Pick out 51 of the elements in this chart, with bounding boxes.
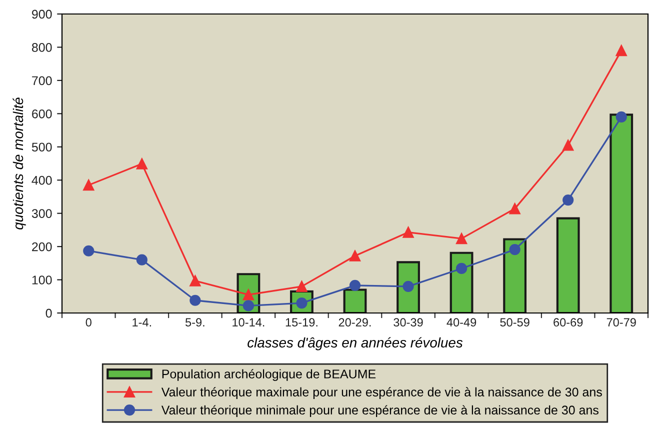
point	[562, 140, 574, 151]
x-tick-label: 10-14.	[232, 318, 264, 327]
x-tick-label: 20-29.	[338, 318, 371, 327]
point	[349, 250, 361, 262]
y-tick-label: 800	[32, 43, 52, 52]
legend-label: Valeur théorique maximale pour une espérance de vie à la naissance de 30 ans	[161, 387, 602, 399]
point	[136, 254, 148, 266]
bar	[450, 252, 474, 313]
bar	[556, 217, 580, 313]
point	[456, 262, 468, 274]
point	[616, 111, 627, 123]
x-tick-label: 60-69	[554, 318, 583, 327]
y-tick-label: 200	[32, 242, 52, 252]
bar	[610, 114, 634, 313]
x-tick-label: 70-79	[606, 318, 636, 327]
x-tick-label: 30-39	[394, 318, 423, 327]
point	[136, 158, 148, 170]
y-axis-title: quotients de mortalité	[12, 98, 26, 230]
x-tick-label: 15-19.	[286, 318, 318, 327]
y-tick-label: 600	[32, 109, 52, 118]
point	[296, 280, 308, 292]
bar	[343, 288, 367, 313]
y-tick-label: 500	[32, 142, 52, 152]
point	[509, 244, 520, 256]
legend-label: Population archéologique de BEAUME	[162, 369, 376, 381]
x-tick-label: 40-49	[446, 318, 476, 327]
x-tick-label: 1-4.	[132, 318, 152, 326]
x-tick-label: 50-59	[500, 318, 530, 327]
point	[456, 233, 468, 244]
point	[402, 226, 414, 238]
y-tick-label: 900	[32, 10, 52, 19]
point	[509, 203, 520, 214]
x-axis-title: classes d'âges en années révolues	[248, 337, 463, 350]
y-tick-label: 300	[32, 209, 52, 218]
point	[242, 300, 254, 312]
point	[402, 280, 414, 292]
point	[190, 275, 201, 286]
point	[562, 194, 574, 206]
y-tick-label: 700	[32, 76, 52, 86]
point	[190, 294, 201, 306]
point	[83, 180, 94, 191]
bar	[503, 238, 527, 313]
y-tick-label: 400	[32, 176, 52, 185]
point	[349, 280, 361, 291]
point	[616, 44, 627, 56]
x-tick-label: 0	[86, 318, 92, 327]
y-tick-label: 0	[46, 308, 52, 318]
x-tick-label: 5-9.	[185, 318, 204, 327]
y-tick-label: 100	[32, 276, 52, 284]
legend-label: Valeur théorique minimale pour une espérance de vie à la naissance de 30 ans	[161, 405, 598, 417]
point	[83, 245, 94, 256]
